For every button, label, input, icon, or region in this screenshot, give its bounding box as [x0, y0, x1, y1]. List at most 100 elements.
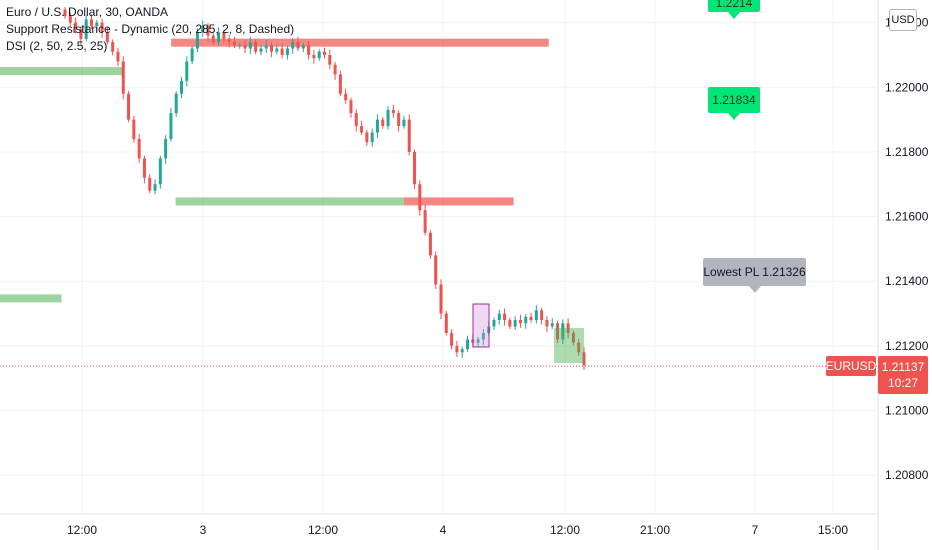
candle-body — [174, 93, 178, 114]
candle-body — [222, 32, 226, 39]
candle-body — [164, 139, 168, 159]
candle-body — [100, 22, 104, 33]
candle-body — [95, 22, 99, 26]
candle-body — [111, 42, 115, 52]
resistance-zone — [171, 38, 549, 47]
candle-body — [455, 345, 459, 353]
candle-body — [74, 22, 78, 30]
legend-symbol[interactable]: Euro / U.S. Dollar, 30, OANDA — [6, 5, 169, 19]
dsi-box-purple — [472, 303, 490, 348]
time-axis-label: 12:00 — [67, 523, 97, 537]
candle-body — [201, 25, 205, 33]
candle-body — [481, 332, 485, 340]
candle-body — [503, 313, 507, 321]
candle-body — [169, 113, 173, 140]
candle-body — [285, 48, 289, 55]
candle-body — [333, 64, 337, 75]
candle-body — [465, 339, 469, 350]
candle-body — [577, 342, 581, 353]
candle-body — [418, 184, 422, 211]
candle-body — [307, 45, 311, 55]
candle-body — [381, 119, 385, 127]
candle-body — [508, 320, 512, 327]
candle-body — [137, 139, 141, 159]
bar-countdown: 10:27 — [887, 376, 919, 390]
candle-body — [121, 61, 125, 94]
time-axis-label: 3 — [200, 523, 207, 537]
candle-body — [360, 126, 364, 133]
candle-body — [116, 51, 120, 62]
support-zone — [175, 197, 404, 206]
candle-body — [127, 93, 131, 120]
candle-body — [301, 45, 305, 49]
support-zone — [0, 67, 123, 76]
price-callout-mid: 1.21834 — [708, 87, 760, 120]
candle-body — [561, 323, 565, 340]
candle-body — [529, 316, 533, 321]
chart-legend: Euro / U.S. Dollar, 30, OANDA Support Re… — [6, 4, 294, 55]
candle-body — [84, 19, 88, 39]
candle-body — [524, 316, 528, 324]
candle-body — [317, 51, 321, 59]
candle-body — [444, 313, 448, 333]
candle-body — [556, 323, 560, 340]
candle-body — [391, 109, 395, 114]
candle-body — [89, 19, 93, 26]
candle-body — [275, 48, 279, 52]
price-axis-label: 1.21000 — [885, 404, 929, 418]
candle-body — [248, 42, 252, 49]
candle-body — [375, 119, 379, 133]
candle-body — [270, 45, 274, 52]
candle-body — [349, 100, 353, 114]
candle-body — [264, 45, 268, 49]
candle-body — [158, 158, 162, 185]
candle-body — [492, 320, 496, 327]
candle-body — [428, 232, 432, 256]
currency-button[interactable]: USD — [889, 9, 917, 31]
candle-body — [397, 113, 401, 127]
price-axis-label: 1.21800 — [885, 145, 929, 159]
candle-body — [206, 25, 210, 36]
candle-body — [550, 323, 554, 327]
candle-body — [370, 132, 374, 143]
candle-body — [386, 109, 390, 127]
candle-body — [450, 332, 454, 346]
candle-body — [413, 151, 417, 185]
lowest-pl-callout: Lowest PL 1.21326 — [703, 258, 806, 293]
candle-body — [296, 42, 300, 49]
candle-body — [259, 48, 263, 52]
candle-body — [439, 284, 443, 314]
price-axis-label: 1.22000 — [885, 80, 929, 94]
resistance-zone — [403, 197, 514, 206]
candle-body — [323, 51, 326, 55]
candle-body — [63, 9, 67, 17]
candle-body — [232, 42, 236, 46]
legend-indicator-dsi[interactable]: DSI (2, 50, 2.5, 25) — [6, 39, 108, 53]
price-axis-label: 1.21200 — [885, 339, 929, 353]
candle-body — [190, 48, 194, 62]
dsi-box-green — [554, 328, 584, 363]
candle-body — [513, 320, 517, 327]
time-axis-label: 21:00 — [640, 523, 670, 537]
time-axis-label: 7 — [752, 523, 759, 537]
candle-body — [497, 313, 501, 321]
candle-body — [148, 177, 152, 191]
candle-body — [338, 74, 342, 94]
time-axis-label: 4 — [440, 523, 447, 537]
time-axis-label: 15:00 — [818, 523, 848, 537]
candle-body — [185, 61, 189, 81]
candle-body — [566, 323, 570, 333]
candle-body — [518, 320, 522, 324]
candle-body — [291, 42, 295, 49]
candle-body — [254, 42, 258, 52]
candle-body — [142, 158, 146, 178]
candle-body — [79, 29, 83, 39]
candle-body — [238, 45, 242, 47]
legend-indicator-support-resistance[interactable]: Support Resistance - Dynamic (20, 285, 2… — [6, 22, 295, 36]
time-axis-label: 12:00 — [550, 523, 580, 537]
candle-body — [217, 32, 221, 43]
candle-body — [105, 32, 109, 43]
candle-body — [328, 54, 332, 65]
